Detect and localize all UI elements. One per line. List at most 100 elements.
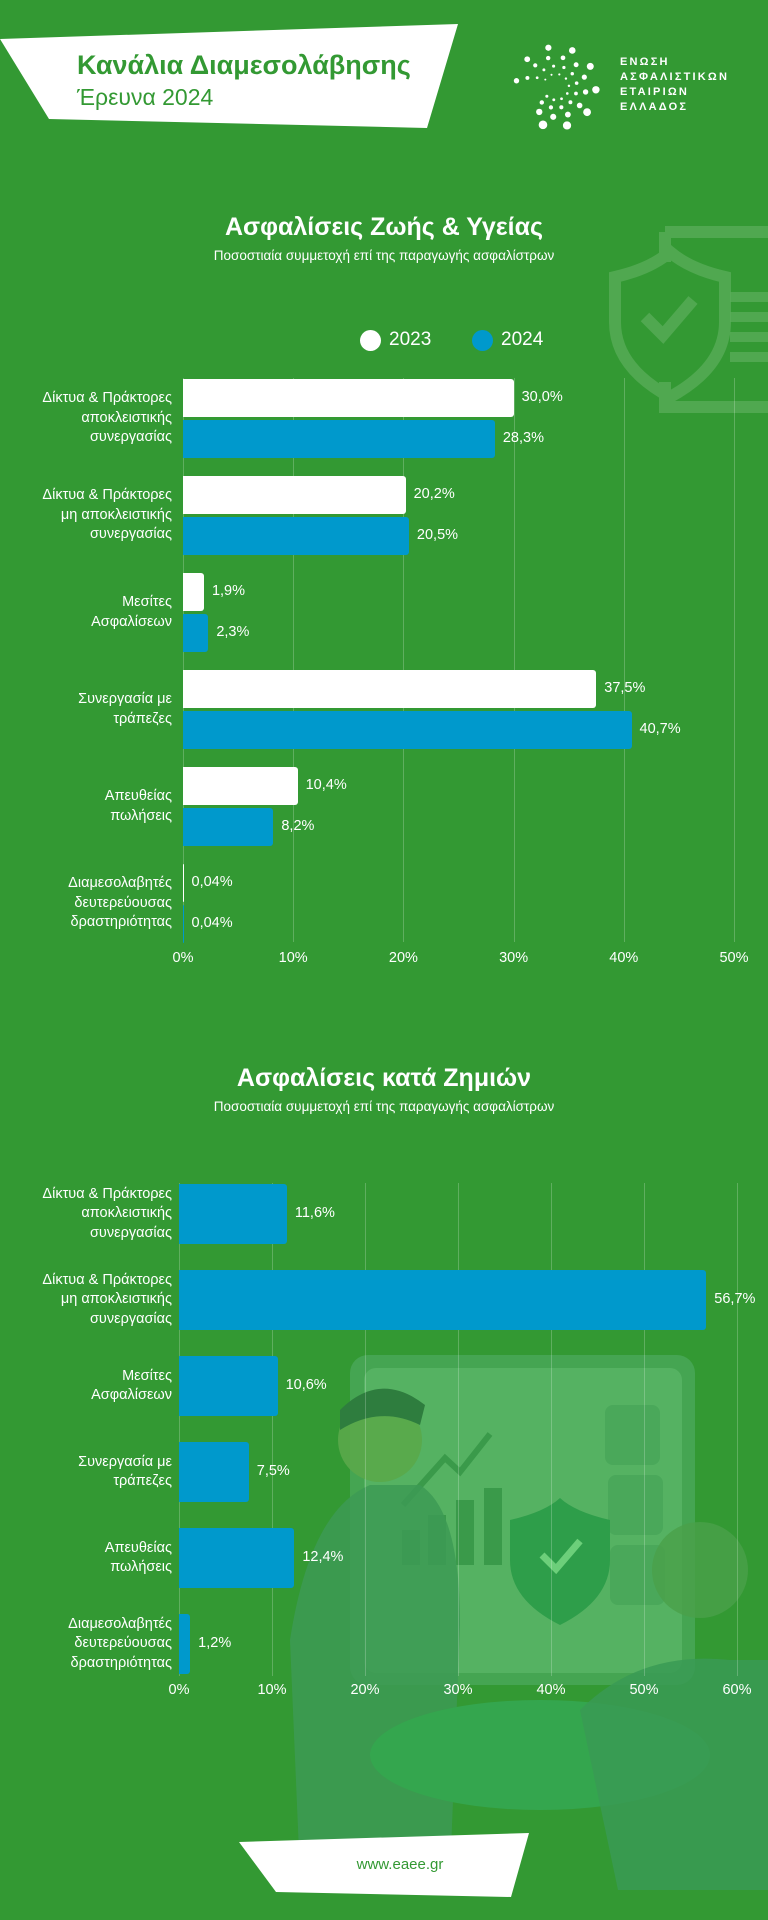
logo-dot <box>536 108 543 116</box>
gridline <box>737 1183 738 1676</box>
value-label: 28,3% <box>502 430 544 446</box>
gridline <box>365 1183 366 1676</box>
logo-dot <box>586 62 594 70</box>
x-tick-label: 10% <box>257 1682 287 1698</box>
category-label: Δίκτυα & Πράκτορες μη αποκλειστικής συνε… <box>42 487 172 543</box>
chart1-subtitle: Ποσοστιαία συμμετοχή επί της παραγωγής α… <box>213 248 555 263</box>
page-title: Κανάλια Διαμεσολάβησης <box>77 50 411 80</box>
value-label: 1,9% <box>211 583 245 599</box>
logo-dot <box>542 68 546 72</box>
gridline <box>734 378 735 942</box>
logo-dot <box>576 102 583 109</box>
logo-dot <box>582 89 589 95</box>
value-label: 20,5% <box>416 527 459 543</box>
logo-dot <box>562 65 566 70</box>
value-label: 56,7% <box>714 1291 756 1307</box>
business-meeting-illustration <box>290 1355 768 1890</box>
bar-2024-5 <box>183 905 184 943</box>
x-tick-label: 50% <box>719 950 749 966</box>
x-tick-label: 40% <box>536 1682 566 1698</box>
value-label: 30,0% <box>521 389 563 405</box>
bar-value-0 <box>179 1184 287 1244</box>
bar-2024-3 <box>183 711 632 749</box>
logo-dot <box>558 73 561 76</box>
x-tick-label: 30% <box>499 950 529 966</box>
bar-2024-0 <box>183 420 495 458</box>
bar-2023-5 <box>183 864 184 902</box>
value-label: 12,4% <box>302 1549 344 1565</box>
bar-value-5 <box>179 1614 191 1674</box>
logo-dot <box>538 120 548 130</box>
logo-dot <box>574 81 579 85</box>
value-label: 40,7% <box>639 721 681 737</box>
chart2-subtitle: Ποσοστιαία συμμετοχή επί της παραγωγής α… <box>213 1099 555 1114</box>
logo-dot <box>550 113 557 120</box>
gridline <box>551 1183 552 1676</box>
logo-dot <box>544 78 547 81</box>
bar-2024-1 <box>183 517 409 555</box>
logo-dot <box>559 105 564 110</box>
value-label: 7,5% <box>256 1463 290 1479</box>
logo-dot <box>535 76 539 80</box>
bar-2023-3 <box>183 670 597 708</box>
logo-dot <box>592 86 600 94</box>
bar-2023-0 <box>183 379 514 417</box>
gridline <box>458 1183 459 1676</box>
value-label: 0,04% <box>191 874 233 890</box>
legend-swatch-2023 <box>360 329 381 351</box>
logo-dot <box>545 44 552 51</box>
gridline <box>272 1183 273 1676</box>
value-label: 20,2% <box>413 486 455 502</box>
website-link[interactable]: www.eaee.gr <box>356 1856 444 1873</box>
value-label: 8,2% <box>281 818 315 834</box>
bar-value-4 <box>179 1528 295 1588</box>
logo-dot <box>567 84 571 88</box>
category-label: Διαμεσολαβητές δευτερεύουσας δραστηριότη… <box>68 875 172 931</box>
gridline <box>513 378 515 942</box>
logo-dot <box>524 56 531 63</box>
bar-2024-2 <box>183 614 209 652</box>
logo-dot <box>568 100 573 105</box>
x-tick-label: 20% <box>350 1682 380 1698</box>
value-label: 1,2% <box>198 1635 232 1651</box>
category-label: Διαμεσολαβητές δευτερεύουσας δραστηριότη… <box>68 1615 172 1671</box>
value-label: 10,4% <box>305 777 347 793</box>
bar-2023-4 <box>183 767 298 805</box>
bar-2024-4 <box>183 808 274 846</box>
category-label: Απευθείας πωλήσεις <box>104 1539 172 1576</box>
logo-text: ΕΝΩΣΗ ΑΣΦΑΛΙΣΤΙΚΩΝ ΕΤΑΙΡΙΩΝ ΕΛΛΑΔΟΣ <box>620 56 730 113</box>
logo-dot <box>560 55 566 61</box>
category-label: Δίκτυα & Πράκτορες αποκλειστικής συνεργα… <box>42 1185 172 1241</box>
category-label: Δίκτυα & Πράκτορες μη αποκλειστικής συνε… <box>42 1271 172 1327</box>
value-label: 2,3% <box>216 624 250 640</box>
x-tick-label: 60% <box>722 1682 752 1698</box>
value-label: 10,6% <box>285 1377 327 1393</box>
value-label: 0,04% <box>191 915 233 931</box>
bar-2023-1 <box>183 476 406 514</box>
logo-dot <box>525 75 530 80</box>
x-tick-label: 50% <box>629 1682 659 1698</box>
logo-dot <box>545 55 551 61</box>
logo-dot <box>545 94 549 98</box>
x-tick-label: 30% <box>443 1682 473 1698</box>
logo-dot <box>533 63 538 68</box>
axis-line <box>179 1183 180 1676</box>
logo-dot <box>539 100 545 105</box>
x-tick-label: 40% <box>609 950 639 966</box>
bar-value-2 <box>179 1356 278 1416</box>
chart1-title: Ασφαλίσεις Ζωής & Υγείας <box>224 213 543 241</box>
bar-value-3 <box>179 1442 249 1502</box>
shield-document-icon <box>609 226 768 413</box>
header-banner <box>0 24 458 128</box>
chart2-title: Ασφαλίσεις κατά Ζημιών <box>236 1064 532 1092</box>
logo-dot <box>583 108 591 117</box>
category-label: Συνεργασία με τράπεζες <box>78 1453 172 1490</box>
x-tick-label: 10% <box>278 950 308 966</box>
logo-dot <box>564 77 568 80</box>
logo-dot <box>552 64 556 68</box>
logo-dot <box>581 74 587 80</box>
category-label: Μεσίτες Ασφαλίσεων <box>91 1367 172 1404</box>
x-tick-label: 0% <box>168 1682 190 1698</box>
logo-dot <box>568 47 576 54</box>
logo-dot <box>564 111 571 118</box>
